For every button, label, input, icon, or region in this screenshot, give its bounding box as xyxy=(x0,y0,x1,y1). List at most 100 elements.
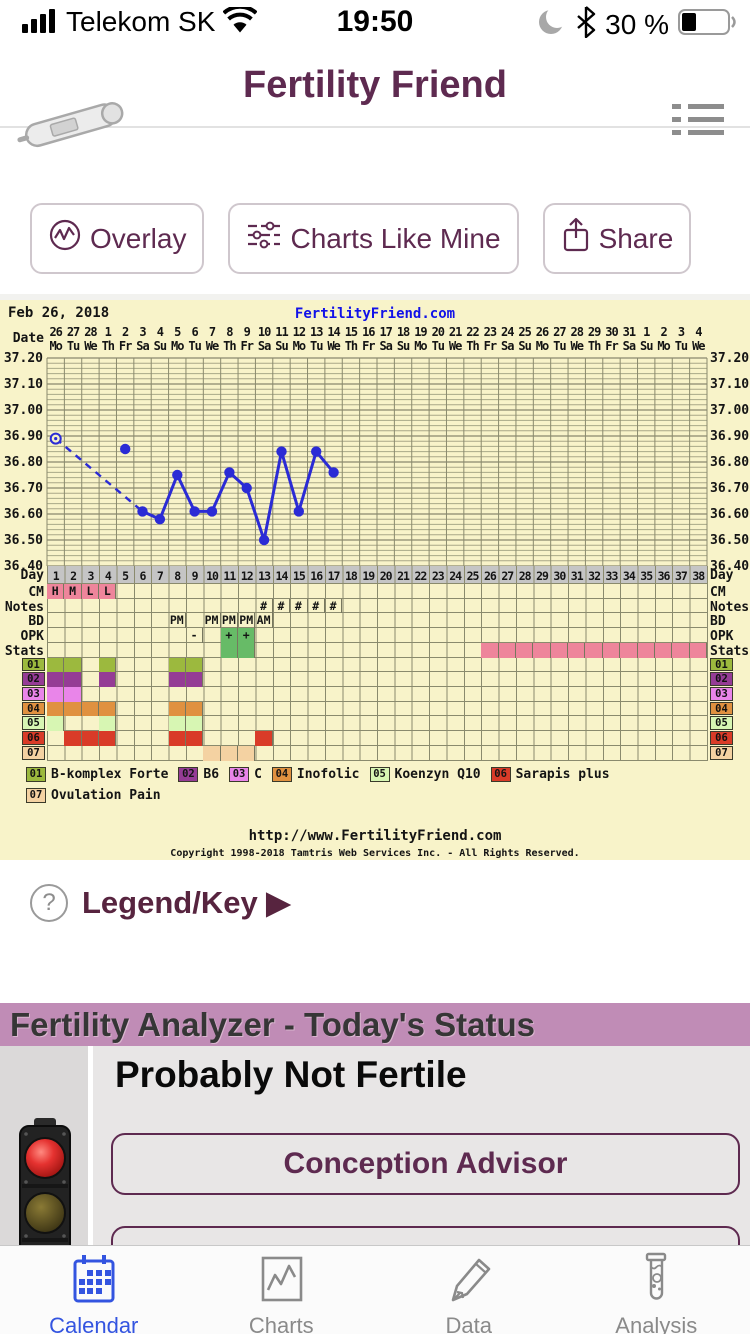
y-tick-label: 36.50 xyxy=(710,533,750,548)
weekday-cell: Su xyxy=(518,339,531,353)
weekday-cell: Sa xyxy=(136,339,149,353)
chart-cell: + xyxy=(238,628,256,643)
day-cell: 1 xyxy=(52,569,60,583)
med-chip: 04 xyxy=(710,701,733,716)
tab-charts[interactable]: Charts xyxy=(188,1246,376,1334)
med-cell xyxy=(255,731,273,746)
weekday-cell: Tu xyxy=(553,339,566,353)
share-button[interactable]: Share xyxy=(542,203,692,274)
med-cell xyxy=(238,745,256,761)
y-tick-label: 36.90 xyxy=(3,429,43,444)
menu-list-icon[interactable] xyxy=(672,104,724,144)
date-cell: 17 xyxy=(379,325,392,339)
divider xyxy=(0,294,750,300)
day-cell: 21 xyxy=(397,569,410,583)
legend-item: 03 C xyxy=(229,766,262,782)
chart-watermark: FertilityFriend.com xyxy=(294,306,456,322)
legend-item: 02 B6 xyxy=(178,766,219,782)
weekday-cell: Mo xyxy=(49,339,62,353)
med-cell xyxy=(64,731,82,746)
tab-calendar[interactable]: Calendar xyxy=(0,1246,188,1334)
med-chip: 01 xyxy=(710,657,733,672)
weekday-cell: Sa xyxy=(501,339,514,353)
question-circle-icon: ? xyxy=(30,884,68,922)
traffic-light-image xyxy=(14,1118,76,1245)
overlay-button[interactable]: Overlay xyxy=(30,203,205,274)
charts-like-mine-button[interactable]: Charts Like Mine xyxy=(228,203,519,274)
legend-item: 07 Ovulation Pain xyxy=(26,787,161,803)
legend-key-link[interactable]: ? Legend/Key ▶ xyxy=(30,884,290,922)
date-cell: 21 xyxy=(448,325,462,339)
day-cell: 27 xyxy=(501,569,514,583)
partial-button[interactable] xyxy=(111,1226,740,1245)
temp-point xyxy=(328,467,339,478)
chart-cell: PM xyxy=(203,613,221,629)
day-cell: 30 xyxy=(553,569,566,583)
chart-cell xyxy=(654,642,673,658)
day-cell: 16 xyxy=(310,569,323,583)
weekday-cell: Sa xyxy=(622,339,636,353)
day-cell: 38 xyxy=(692,569,705,583)
date-cell: 4 xyxy=(695,325,702,339)
med-cell xyxy=(220,745,239,761)
row-label: OPK xyxy=(20,629,44,645)
conception-advisor-button[interactable]: Conception Advisor xyxy=(111,1133,740,1195)
date-cell: 31 xyxy=(622,325,636,339)
med-chip: 04 xyxy=(22,701,45,716)
weekday-cell: Su xyxy=(396,339,410,353)
day-cell: 7 xyxy=(156,569,164,583)
day-cell: 34 xyxy=(622,569,636,583)
row-med-05 xyxy=(47,716,708,732)
chart-cell: + xyxy=(220,628,239,643)
med-legend-line2: 07 Ovulation Pain xyxy=(26,787,161,803)
bluetooth-icon xyxy=(576,6,596,43)
day-cell: 14 xyxy=(275,569,289,583)
date-cell: 23 xyxy=(483,325,497,339)
med-cell xyxy=(99,657,117,673)
day-axis-label: Day xyxy=(20,568,44,583)
tab-data[interactable]: Data xyxy=(375,1246,563,1334)
chart-icon xyxy=(253,1252,309,1311)
day-cell: 29 xyxy=(536,569,549,583)
analyzer-left-column xyxy=(0,1046,88,1245)
fertility-chart[interactable]: Feb 26, 2018 FertilityFriend.com Date 26 Mo 2… xyxy=(0,300,750,860)
day-cell: 20 xyxy=(379,569,393,583)
weekday-cell: We xyxy=(84,339,97,353)
tab-analysis[interactable]: Analysis xyxy=(563,1246,750,1334)
weekday-cell: We xyxy=(205,339,219,353)
legend-item: 04 Inofolic xyxy=(271,766,360,782)
analyzer-header: Fertility Analyzer - Today's Status xyxy=(0,1003,750,1046)
date-cell: 28 xyxy=(84,325,97,339)
med-cell xyxy=(185,672,204,688)
med-cell xyxy=(185,716,204,732)
day-cell: 5 xyxy=(122,569,129,583)
weekday-cell: Th xyxy=(344,339,358,353)
row-med-03 xyxy=(47,687,708,702)
day-cell: 32 xyxy=(588,569,601,583)
sliders-icon xyxy=(246,218,282,259)
legend-key-label: Legend/Key ▶ xyxy=(82,885,291,920)
row-label: CM xyxy=(28,585,44,600)
temp-point xyxy=(154,514,166,525)
pencil-icon xyxy=(441,1252,497,1311)
med-cell xyxy=(47,657,65,673)
day-cell: 13 xyxy=(258,569,271,583)
date-cell: 24 xyxy=(501,325,514,339)
day-cell: 15 xyxy=(292,569,306,583)
date-cell: 11 xyxy=(275,325,288,339)
chart-cell: L xyxy=(99,584,117,599)
med-chip: 05 xyxy=(710,716,733,731)
weekday-cell: We xyxy=(692,339,705,353)
weekday-cell: Fr xyxy=(118,339,132,353)
calendar-icon xyxy=(66,1252,122,1311)
med-cell xyxy=(47,687,65,702)
date-cell: 27 xyxy=(66,325,80,339)
temp-point xyxy=(206,506,218,517)
date-cell: 15 xyxy=(344,325,358,339)
chart-cell: # xyxy=(273,598,291,614)
med-chip: 03 xyxy=(710,687,733,701)
date-cell: 20 xyxy=(431,325,445,339)
row-opk xyxy=(47,628,708,643)
med-cell xyxy=(47,672,65,688)
med-chip: 07 xyxy=(22,745,45,760)
